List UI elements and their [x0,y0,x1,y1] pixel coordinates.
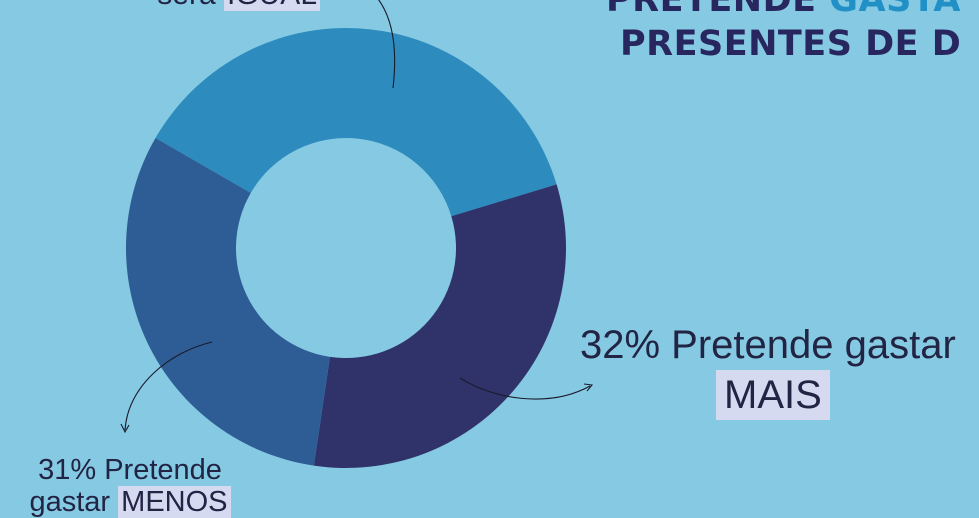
arrow-menos-head [120,423,130,434]
callout-menos-highlight: MENOS [118,486,231,518]
slice-mais [313,184,566,469]
callout-menos: 31% Pretende gastar MENOS [10,454,250,518]
arrow-mais-head [583,383,594,392]
arrow-igual [377,0,396,89]
donut-slices [125,28,566,469]
callout-menos-text: gastar [29,486,111,518]
callout-mais-text: 32% Pretende gastar [580,323,956,367]
slice-menos [125,138,330,466]
callout-mais-highlight: MAIS [716,370,830,420]
callout-igual: será IGUAL [100,0,320,12]
headline: PRETENDE GASTA PRESENTES DE D [606,0,979,66]
callout-igual-highlight: IGUAL [223,0,320,11]
callout-igual-text: será [157,0,215,11]
callout-mais: 32% Pretende gastar MAIS [580,320,956,420]
arrow-mais [459,377,591,400]
headline-accent: GASTA [829,0,962,20]
arrow-menos [124,341,213,431]
slice-igual [155,28,557,217]
headline-prefix: PRETENDE [606,0,817,20]
callout-menos-line1: 31% Pretende [38,454,222,486]
headline-line2: PRESENTES DE D [620,24,962,64]
callout-arrows [120,0,594,434]
